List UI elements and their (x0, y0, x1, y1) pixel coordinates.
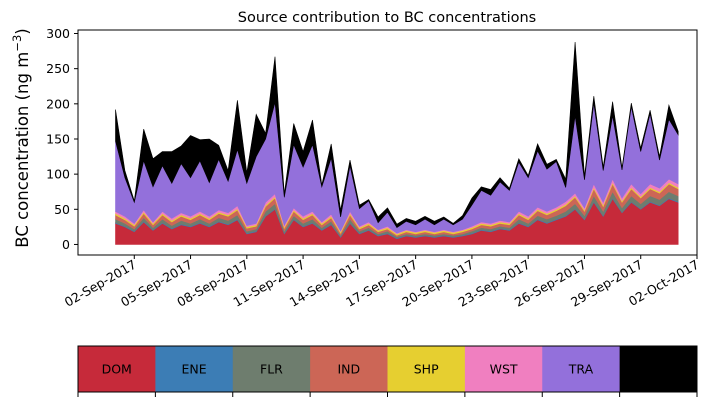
legend-label-flr: FLR (260, 362, 283, 377)
y-axis-ticks: 0 50 100 150 200 250 300 (46, 26, 78, 252)
chart-title: Source contribution to BC concentrations (238, 10, 536, 26)
legend-label-shp: SHP (414, 362, 439, 377)
y-tick-label: 50 (54, 202, 70, 217)
plot-frame (77, 29, 698, 256)
y-axis-label: BC concentration (ng m−3) (10, 28, 32, 247)
y-tick-label: 300 (46, 26, 70, 41)
legend-swatch-tra (542, 346, 621, 392)
legend-swatch-ind (310, 346, 388, 392)
legend-swatch-ene (155, 346, 234, 392)
legend-swatch-dom (78, 346, 156, 392)
legend-label-ind: IND (337, 362, 360, 377)
legend-label-ene: ENE (181, 362, 206, 377)
y-tick-label: 100 (46, 167, 70, 182)
legend-label-dom: DOM (102, 362, 132, 377)
x-axis-ticks: 02-Sep-201705-Sep-201708-Sep-201711-Sep-… (62, 255, 702, 310)
legend-label-tra: TRA (568, 362, 594, 377)
svg-text:BC concentration (ng m−3): BC concentration (ng m−3) (10, 28, 32, 247)
legend-label-bb: BB (650, 362, 667, 377)
source-colorbar-legend: DOM ENE FLR IND SHP WST TRA BB (77, 345, 698, 397)
y-tick-label: 0 (62, 237, 70, 252)
y-tick-label: 200 (46, 96, 70, 111)
stacked-areas (115, 41, 679, 245)
y-axis-label-close: ) (13, 28, 32, 34)
area-bb (115, 41, 679, 229)
legend-swatch-wst (464, 346, 543, 392)
legend-label-wst: WST (490, 362, 518, 377)
y-axis-label-main: BC concentration (ng m (13, 52, 32, 248)
legend-swatch-flr (232, 346, 311, 392)
legend-swatch-bb (619, 346, 698, 392)
y-tick-label: 250 (46, 61, 70, 76)
legend-swatch-shp (387, 346, 466, 392)
y-axis-label-sup: −3 (10, 35, 24, 52)
y-tick-label: 150 (46, 131, 70, 146)
